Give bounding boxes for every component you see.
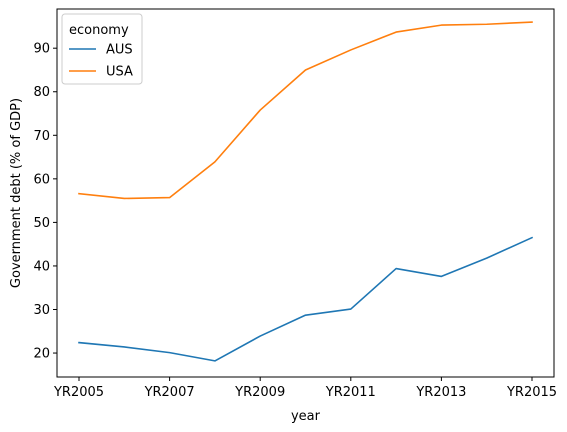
x-tick-label: YR2015 [506, 385, 557, 400]
plot-frame [56, 8, 555, 378]
legend-label-usa: USA [106, 65, 133, 80]
y-tick-label: 70 [33, 129, 50, 144]
y-tick-label: 40 [33, 259, 50, 274]
y-tick-label: 20 [33, 347, 50, 362]
legend-items: AUS USA [69, 43, 133, 80]
y-tick-label: 60 [33, 172, 50, 187]
x-axis: YR2005 YR2007 YR2009 YR2011 YR2013 YR2015 [53, 377, 557, 400]
legend: economy AUS USA [61, 13, 143, 85]
x-tick-label: YR2013 [415, 385, 466, 400]
y-axis: 20 30 40 50 60 70 80 90 [33, 42, 57, 362]
legend-title: economy [69, 23, 129, 38]
plot-area [56, 8, 555, 378]
y-tick-label: 80 [33, 85, 50, 100]
y-tick-label: 90 [33, 42, 50, 57]
y-tick-label: 50 [33, 216, 50, 231]
y-tick-label: 30 [33, 303, 50, 318]
series-line-aus [78, 236, 534, 362]
x-tick-label: YR2007 [144, 385, 195, 400]
x-tick-label: YR2011 [325, 385, 376, 400]
series-layer [78, 21, 534, 362]
legend-box [61, 13, 143, 85]
x-axis-label: year [291, 409, 321, 424]
series-line-usa [78, 21, 533, 200]
x-tick-label: YR2005 [53, 385, 104, 400]
y-axis-label: Government debt (% of GDP) [9, 98, 24, 288]
x-tick-label: YR2009 [234, 385, 285, 400]
legend-label-aus: AUS [106, 43, 133, 58]
